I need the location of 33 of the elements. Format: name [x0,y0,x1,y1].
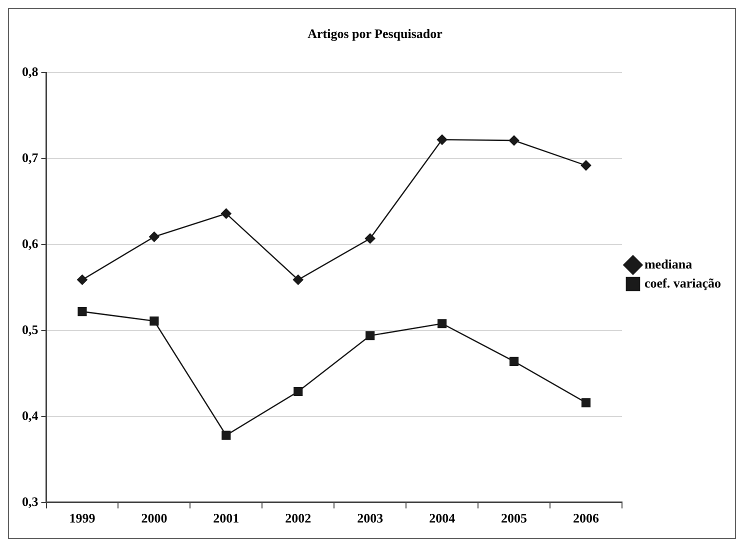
point [509,356,519,366]
point [292,274,304,285]
point [581,398,591,408]
y-tick-label: 0,4 [22,408,39,423]
point [508,135,520,146]
point [222,430,231,440]
y-tick-label: 0,3 [22,494,39,509]
x-tick-label: 2002 [285,510,312,526]
point [78,307,87,316]
x-tick-label: 2000 [141,510,168,526]
x-tick-label: 2006 [572,510,600,526]
legend-label: mediana [644,256,693,272]
point [149,232,160,242]
x-tick-label: 2003 [357,510,384,526]
x-tick-label: 2004 [429,510,456,526]
point [364,233,376,244]
point [77,274,88,285]
legend-label: coef. variação [644,275,722,290]
y-tick-label: 0,7 [22,150,39,165]
x-tick-label: 2001 [213,510,240,526]
point [438,319,447,328]
point [436,134,448,145]
chart-title: Artigos por Pesquisador [308,26,443,42]
point [580,160,592,171]
y-tick-label: 0,6 [22,236,39,251]
point [150,316,159,326]
x-tick-label: 1999 [69,510,96,526]
point [221,208,232,219]
y-tick-label: 0,8 [22,64,39,79]
point [294,386,303,396]
x-tick-label: 2005 [501,510,528,526]
y-tick-label: 0,5 [22,322,39,337]
point [366,331,375,340]
